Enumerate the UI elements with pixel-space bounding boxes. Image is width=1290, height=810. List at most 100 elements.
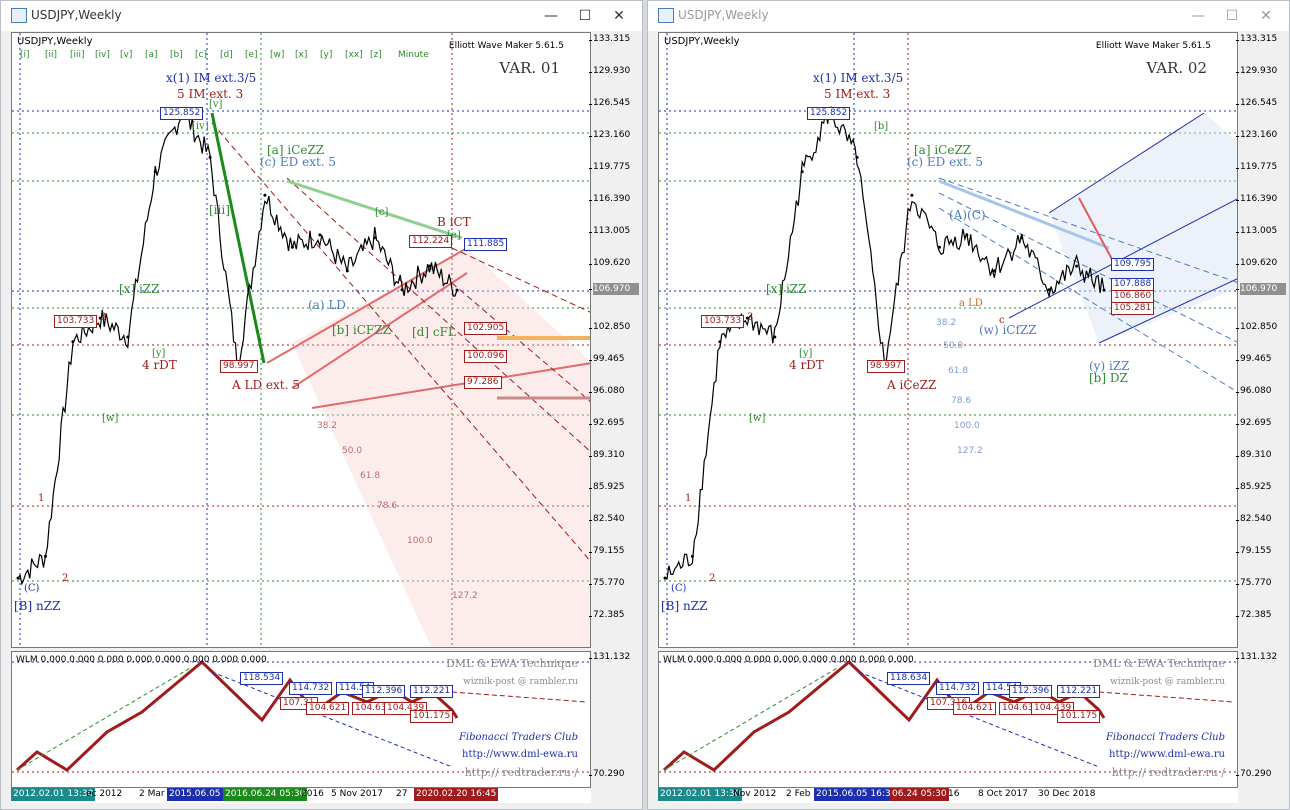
time-tick-label: Nov 2012 [733,789,777,799]
price-axis[interactable]: 133.315 129.930 126.545 123.160 119.775 116.3… [588,32,643,792]
time-axis[interactable]: 2012.02.01 13:30 Nov 2012 2 Feb 2 2015.06.0… [658,788,1238,803]
wlm-trend [1098,691,1235,703]
time-tick-label: 2 Feb 2 [786,789,820,799]
current-price-badge: 106.970 [593,283,639,295]
price-tick-label: 126.545 [588,98,631,108]
price-tick-label: 99.465 [589,354,625,364]
window-titlebar[interactable]: USDJPY,Weekly — ☐ ✕ [1,1,642,31]
wave-label: [w] [102,413,119,424]
wave-label: (y) iZZ [1089,359,1130,373]
wave-label: c [999,315,1005,326]
wave-label: [x] iZZ [119,282,160,296]
price-tick-label: 75.770 [589,578,625,588]
price-point [965,233,969,237]
close-icon[interactable]: ✕ [613,8,625,24]
indicator-box: 118.634 [887,672,931,685]
price-tick-label: 89.310 [589,450,625,460]
wave-degree-button-13[interactable]: [xx] [345,50,363,60]
wave-label: 3 [747,312,754,323]
wave-label: [a] iCeZZ [267,143,325,157]
wave-degree-button-9[interactable]: [e] [245,50,258,60]
wave-degree-button-8[interactable]: [d] [220,50,233,60]
indicator-box: 104.621 [953,702,997,715]
price-tick-label: 72.385 [1236,610,1272,620]
minimize-icon[interactable]: — [544,8,558,24]
projection-line [938,177,1237,283]
price-point [290,245,294,249]
credit-redtrader[interactable]: http:// redtrader.ru / [464,766,578,779]
maximize-icon[interactable]: ☐ [1225,8,1239,24]
wave-degree-button-3[interactable]: [iv] [95,50,110,60]
fib-level-label: 61.8 [360,471,380,481]
wave-degree-button-7[interactable]: [c] [195,50,207,60]
close-icon[interactable]: ✕ [1260,8,1272,24]
price-point [937,245,941,249]
time-tick-label: 8 Oct 2017 [978,789,1028,799]
wave-degree-button-2[interactable]: [iii] [70,50,85,60]
chart-window-var01[interactable]: USDJPY,Weekly — ☐ ✕ 38.2 50.0 61.8 78.6 100.… [0,0,643,810]
price-box: 103.733 [701,315,745,328]
minimize-icon[interactable]: — [1191,8,1205,24]
wave-degree-button-1[interactable]: [ii] [45,50,58,60]
wave-label: (C) [671,583,687,594]
price-chart[interactable]: 38.2 50.0 61.8 78.6 100.0 127.2 USDJPY,Weekly… [658,32,1238,648]
wave-label: [d] cFL [412,325,456,339]
window-titlebar[interactable]: USDJPY,Weekly — ☐ ✕ [648,1,1289,31]
time-marker-label: 2015.06.05 16 [167,788,237,801]
time-tick-label: 30 Dec 2018 [1038,789,1096,799]
price-point [345,269,349,273]
time-tick-label: ec 2012 [86,789,123,799]
indicator-values-label: WLM 0.000 0.000 0.000 0.000 0.000 0.000 … [663,655,914,665]
credit-site[interactable]: http://www.dml-ewa.ru [1109,749,1225,760]
price-point [1047,288,1051,292]
wave-degree-button-0[interactable]: [i] [20,50,30,60]
channel-line [266,247,468,364]
wave-mode-label[interactable]: Minute [398,50,429,60]
price-box: 102.905 [464,322,508,335]
price-axis[interactable]: 133.315 129.930 126.545 123.160 119.775 116.3… [1235,32,1290,792]
wave-degree-button-4[interactable]: [v] [120,50,133,60]
time-tick-label: 2 Mar [139,789,165,799]
price-tick-label: 82.540 [589,514,625,524]
time-tick-label: 5 Nov 2017 [331,789,383,799]
price-tick-label: 102.850 [1235,322,1278,332]
chart-window-icon [658,8,674,23]
time-axis[interactable]: 2012.02.01 13:30 ec 2012 2 Mar 2015.06.05 1… [11,788,591,803]
channel-line [1098,278,1237,344]
price-box: 103.733 [54,315,98,328]
variant-label: VAR. 01 [499,59,560,77]
price-point [992,269,996,273]
maximize-icon[interactable]: ☐ [578,8,592,24]
price-chart[interactable]: 38.2 50.0 61.8 78.6 100.0 127.2 USDJPY,Weekly… [11,32,591,648]
wlm-trend [858,671,1100,768]
projection-line [938,207,1237,393]
window-title: USDJPY,Weekly [678,8,769,22]
price-tick-label: 85.925 [1236,482,1272,492]
credit-redtrader[interactable]: http:// redtrader.ru / [1111,766,1225,779]
indicator-box: 112.221 [1057,685,1101,698]
credit-site[interactable]: http://www.dml-ewa.ru [462,749,578,760]
price-box: 105.281 [1111,302,1155,315]
price-tick-label: 92.695 [589,418,625,428]
indicator-pane[interactable]: WLM 0.000 0.000 0.000 0.000 0.000 0.000 … [658,651,1238,788]
indicator-pane[interactable]: WLM 0.000 0.000 0.000 0.000 0.000 0.000 … [11,651,591,788]
wave-degree-button-10[interactable]: [w] [270,50,285,60]
wave-label: [iii] [209,203,230,217]
wave-degree-button-11[interactable]: [x] [295,50,308,60]
wlm-trend [16,666,193,771]
chart-window-icon [11,8,27,23]
price-tick-label: 133.315 [1235,34,1278,44]
time-marker-label: 2020.02.20 16:45 [414,788,499,801]
wave-degree-button-14[interactable]: [z] [370,50,382,60]
wave-degree-button-6[interactable]: [b] [170,50,183,60]
chart-window-var02[interactable]: USDJPY,Weekly — ☐ ✕ 38.2 50.0 61.8 78.6 100.… [647,0,1290,810]
time-marker-label: 2012.02.01 13:30 [11,788,96,801]
wave-degree-button-12[interactable]: [y] [320,50,333,60]
time-tick-label: 2016 [301,789,324,799]
wave-label: A LD ext. 5 [232,378,300,392]
wave-degree-button-5[interactable]: [a] [145,50,158,60]
wave-trendline [286,179,463,240]
wave-label: [c] [375,207,389,218]
credit-club: Fibonacci Traders Club [458,732,578,743]
wave-label: [e] [447,230,461,241]
